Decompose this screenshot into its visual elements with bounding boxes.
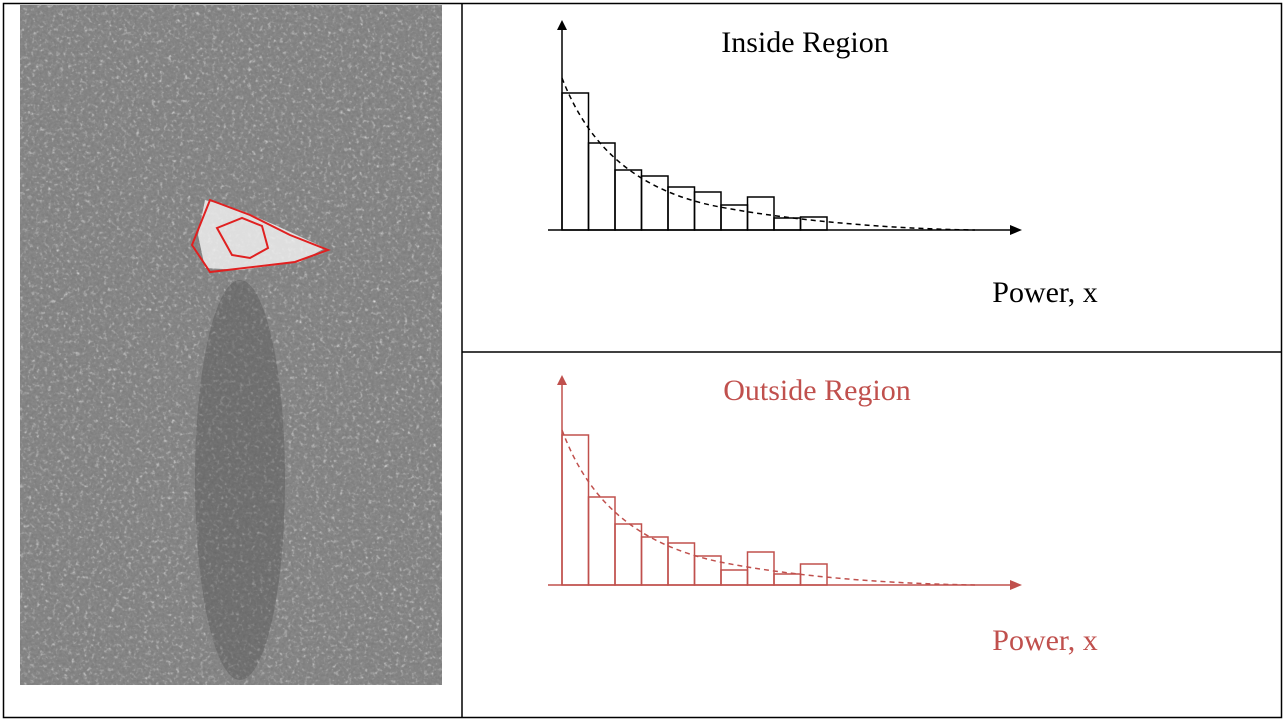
sar-image (20, 5, 442, 685)
bar (614, 523, 643, 586)
chart-title: Inside Region (721, 26, 888, 59)
bar (561, 92, 590, 231)
bar (693, 555, 722, 586)
chart-title: Outside Region (723, 374, 911, 407)
bar (667, 542, 696, 586)
bar (773, 217, 802, 231)
bar (746, 551, 775, 586)
x-axis-label: Power, x (992, 276, 1097, 309)
bar (799, 563, 828, 586)
bar (720, 569, 749, 586)
y-axis-arrow (557, 375, 567, 385)
bar (561, 434, 590, 586)
y-axis-arrow (557, 20, 567, 30)
bar (693, 191, 722, 231)
bar (773, 573, 802, 586)
bar (746, 196, 775, 231)
x-axis-label: Power, x (992, 624, 1097, 657)
bar (720, 204, 749, 231)
fit-curves (561, 77, 976, 586)
x-axis-arrow (1010, 225, 1022, 235)
bar (587, 142, 616, 231)
bar (799, 216, 828, 231)
bar (587, 496, 616, 586)
x-axis-arrow (1010, 580, 1022, 590)
bar (614, 169, 643, 231)
bar (640, 175, 669, 231)
